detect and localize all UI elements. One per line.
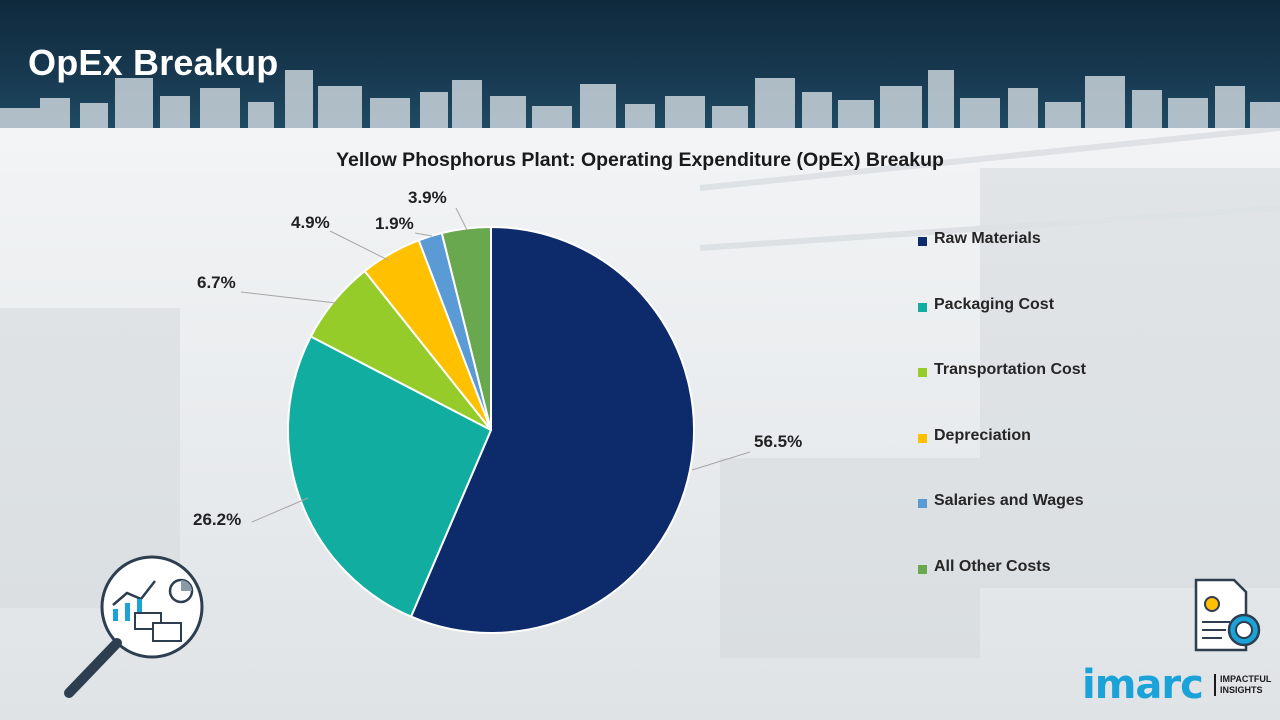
legend-label: Depreciation [934,426,1031,444]
pie-slice-packaging-cost [287,335,493,618]
legend-swatch [918,302,927,312]
chart-title: Yellow Phosphorus Plant: Operating Expen… [336,149,944,171]
data-label: 56.5% [754,432,803,451]
legend-swatch [918,565,927,574]
data-label: 1.9% [375,214,414,233]
legend-swatch [918,433,927,443]
page-title: OpEx Breakup [28,42,279,83]
cost-document-icon [1194,578,1261,652]
industrial-background-image [0,128,1280,658]
leader-line [251,497,309,523]
leader-line [329,230,389,261]
data-label: 6.7% [197,273,236,292]
legend-swatch [918,499,927,509]
leader-line [455,207,468,231]
header-banner: OpEx Breakup [0,0,1280,128]
legend-label: Raw Materials [934,230,1041,247]
logo-wordmark: imarc [1082,662,1204,708]
data-label: 26.2% [193,510,242,529]
magnifier-analytics-icon [64,555,204,698]
logo-tagline-line1: IMPACTFUL [1220,674,1272,684]
legend-label: All Other Costs [934,558,1051,575]
leader-line [414,232,433,237]
logo-tagline: IMPACTFUL INSIGHTS [1214,674,1271,696]
city-skyline-icon [0,70,1280,128]
data-label: 4.9% [291,213,330,232]
legend-swatch [918,237,927,246]
logo-tagline-line2: INSIGHTS [1220,685,1263,695]
legend-label: Packaging Cost [934,295,1055,313]
leader-line [240,291,337,304]
legend-label: Transportation Cost [934,361,1087,379]
legend-label: Salaries and Wages [934,492,1084,510]
pie-slice-raw-materials [409,225,695,634]
legend-swatch [918,368,927,378]
leader-line [691,451,751,471]
data-label: 3.9% [408,188,447,207]
